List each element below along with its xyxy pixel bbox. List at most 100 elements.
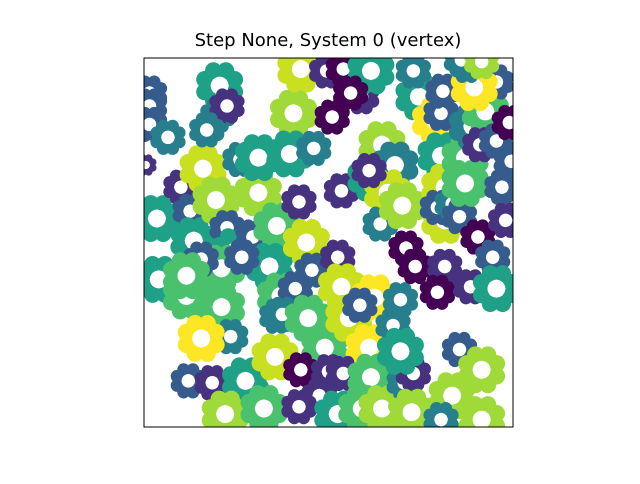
- particle-bead: [516, 150, 529, 163]
- particle-core: [406, 64, 421, 78]
- particle-bead: [277, 66, 295, 84]
- particles-layer: [135, 58, 529, 427]
- particle-bead: [135, 158, 143, 166]
- particle-core: [362, 163, 376, 178]
- particle-bead: [229, 341, 242, 355]
- particle-bead: [323, 390, 340, 408]
- particle-bead: [510, 210, 513, 221]
- particle-bead: [359, 274, 377, 292]
- particle-ring: [493, 143, 529, 179]
- particle-bead: [411, 378, 425, 392]
- particle-bead: [219, 228, 237, 246]
- particle-bead: [243, 134, 261, 152]
- particle-bead: [481, 239, 495, 253]
- particle-bead: [179, 193, 192, 207]
- particle-bead: [188, 145, 206, 163]
- particle-bead: [291, 219, 309, 236]
- particle-core: [224, 329, 238, 344]
- particle-bead: [253, 223, 271, 241]
- particle-bead: [184, 282, 202, 300]
- particle-bead: [354, 324, 372, 342]
- particle-bead: [435, 297, 449, 310]
- particle-bead: [275, 130, 292, 148]
- particle-bead: [387, 182, 405, 200]
- particle-bead: [410, 237, 424, 250]
- particle-core: [249, 183, 268, 202]
- particle-bead: [360, 101, 373, 115]
- particle-bead: [459, 269, 473, 282]
- particle-bead: [493, 159, 507, 173]
- particle-bead: [494, 86, 508, 100]
- particle-bead: [228, 292, 245, 310]
- particle-core: [487, 279, 506, 298]
- particle-bead: [441, 96, 454, 109]
- particle-bead: [479, 376, 497, 394]
- particle-core: [343, 86, 358, 100]
- particle-bead: [362, 222, 376, 236]
- particle-bead: [507, 105, 513, 118]
- particle-bead: [296, 146, 309, 160]
- particle-bead: [231, 94, 245, 108]
- particle-bead: [395, 371, 409, 385]
- particle-bead: [382, 307, 395, 321]
- particle-bead: [450, 85, 468, 103]
- particle-bead: [514, 112, 527, 125]
- particle-bead: [226, 71, 244, 88]
- chart-title: Step None, System 0 (vertex): [194, 30, 462, 51]
- particle-bead: [404, 248, 417, 262]
- particle-bead: [204, 62, 222, 80]
- particle-core: [315, 338, 334, 357]
- particle-core: [299, 309, 318, 328]
- particle-ring: [472, 265, 513, 313]
- particle-ring: [378, 182, 426, 230]
- particle-bead: [326, 263, 344, 281]
- particle-core: [385, 156, 404, 174]
- particle-bead: [449, 255, 463, 269]
- particle-bead: [240, 262, 253, 275]
- particle-core: [280, 145, 299, 163]
- particle-ring: [251, 333, 299, 381]
- particle-bead: [318, 137, 332, 151]
- particle-bead: [210, 390, 228, 408]
- particle-bead: [234, 155, 252, 173]
- particle-ring: [270, 89, 317, 137]
- particle-bead: [162, 273, 180, 291]
- particle-bead: [312, 227, 330, 245]
- axes-frame: [143, 57, 514, 428]
- particle-bead: [283, 368, 296, 381]
- particle-bead: [462, 143, 475, 156]
- particle-bead: [398, 357, 416, 375]
- particle-bead: [281, 200, 295, 213]
- particle-core: [495, 180, 509, 194]
- particle-core: [502, 115, 513, 130]
- particle-core: [297, 233, 316, 252]
- particle-bead: [293, 294, 311, 312]
- particle-bead: [475, 255, 488, 269]
- particle-bead: [194, 381, 208, 394]
- particle-bead: [500, 192, 513, 205]
- particle-core: [436, 84, 450, 98]
- particle-core: [474, 58, 489, 69]
- particle-bead: [468, 127, 482, 140]
- particle-core: [373, 399, 391, 418]
- particle-bead: [439, 118, 453, 131]
- particle-core: [456, 174, 474, 193]
- particle-bead: [348, 287, 362, 301]
- particle-bead: [287, 184, 301, 197]
- particle-bead: [300, 277, 313, 291]
- particle-bead: [148, 158, 157, 167]
- particle-bead: [347, 385, 364, 402]
- particle-bead: [135, 214, 143, 222]
- particle-bead: [348, 97, 362, 111]
- particle-bead: [382, 298, 396, 311]
- particle-core: [504, 154, 513, 169]
- particle-bead: [192, 197, 210, 215]
- particle-core: [260, 257, 279, 276]
- particle-bead: [144, 126, 145, 132]
- particle-bead: [206, 248, 219, 261]
- particle-core: [161, 130, 175, 145]
- particle-bead: [388, 410, 405, 427]
- particle-bead: [368, 77, 386, 95]
- particle-bead: [209, 226, 223, 239]
- particle-core: [181, 374, 195, 388]
